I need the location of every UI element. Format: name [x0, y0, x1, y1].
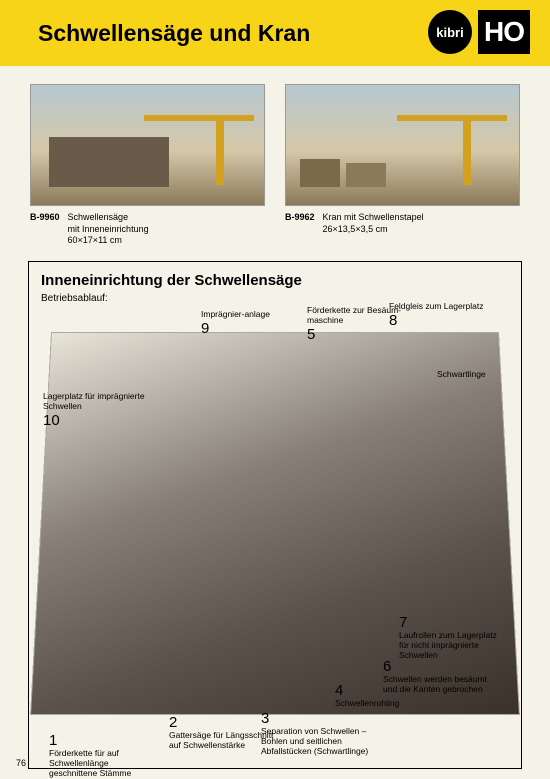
header-band: Schwellensäge und Kran kibri HO [0, 0, 550, 66]
product-row: B-9960 Schwellensäge mit Inneneinrichtun… [0, 66, 550, 253]
page-title: Schwellensäge und Kran [38, 20, 310, 47]
diagram-panel: Inneneinrichtung der Schwellensäge Betri… [28, 261, 522, 769]
callout-9: Imprägnier-anlage9 [201, 310, 270, 337]
product-image-b9960 [30, 84, 265, 206]
product-desc: Kran mit Schwellenstapel 26×13,5×3,5 cm [323, 212, 424, 235]
callout-1: 1Förderkette für auf Schwellenlänge gesc… [49, 732, 159, 779]
product-code: B-9960 [30, 212, 60, 247]
product-desc: Schwellensäge mit Inneneinrichtung 60×17… [68, 212, 149, 247]
ho-scale-logo: HO [478, 10, 530, 54]
callout-8: Feldgleis zum Lagerplatz8 [389, 302, 484, 329]
product-card: B-9960 Schwellensäge mit Inneneinrichtun… [30, 84, 265, 247]
callout-label: Schwartlinge [437, 370, 486, 380]
product-image-b9962 [285, 84, 520, 206]
page-number: 76 [16, 758, 26, 768]
callout-6: 6Schwellen werden besäumt und die Kanten… [383, 658, 493, 695]
callout-7: 7Laufrollen zum Lagerplatz für nicht imp… [399, 614, 509, 661]
callout-10: Lagerplatz für imprägnierte Schwellen10 [43, 392, 153, 429]
product-caption: B-9962 Kran mit Schwellenstapel 26×13,5×… [285, 206, 520, 235]
product-caption: B-9960 Schwellensäge mit Inneneinrichtun… [30, 206, 265, 247]
callout-3: 3Separation von Schwellen – Bohlen und s… [261, 710, 371, 757]
product-card: B-9962 Kran mit Schwellenstapel 26×13,5×… [285, 84, 520, 247]
kibri-logo: kibri [428, 10, 472, 54]
logo-group: kibri HO [428, 10, 530, 54]
product-code: B-9962 [285, 212, 315, 235]
diagram-title: Inneneinrichtung der Schwellensäge [41, 272, 509, 289]
